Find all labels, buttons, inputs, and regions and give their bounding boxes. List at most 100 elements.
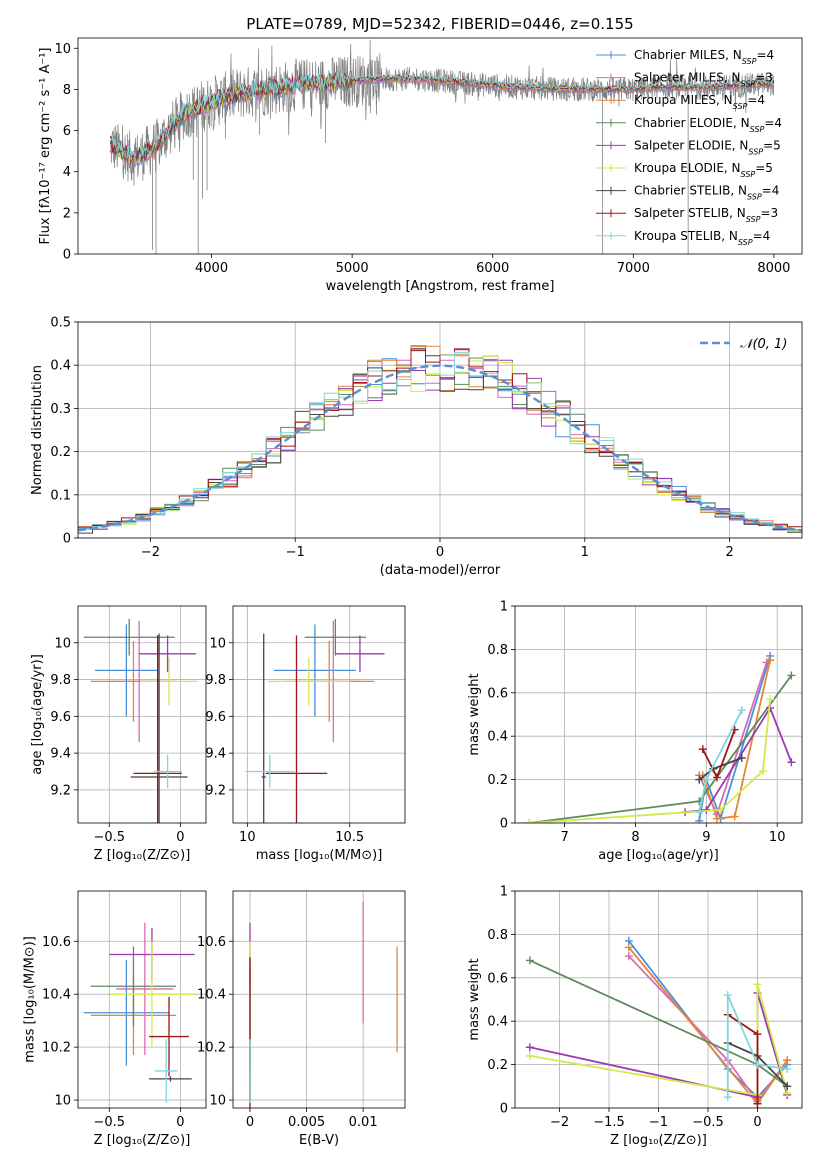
x-tick-label: 9 — [702, 830, 710, 845]
error-bar-salpeter_elodie — [139, 635, 197, 673]
weight-point — [759, 766, 768, 775]
error-bar-chabrier_stelib — [261, 633, 266, 823]
x-tick-label: 7 — [560, 830, 568, 845]
plot-area — [109, 39, 775, 254]
x-tick-label: −2 — [550, 1115, 569, 1130]
y-axis-label: age [log₁₀(age/yr)] — [30, 654, 45, 775]
x-tick-label: 8 — [631, 830, 639, 845]
x-tick-label: 0 — [753, 1115, 761, 1130]
weight-point — [737, 706, 746, 715]
x-tick-label: 10.5 — [335, 830, 364, 845]
weight-point — [723, 1093, 732, 1102]
axes: 4000 5000 6000 7000 8000 0 2 4 6 8 10 wavelength [A… — [38, 42, 791, 294]
y-tick-label: 0.6 — [487, 686, 508, 701]
y-tick-label: 0 — [500, 1102, 508, 1117]
figure-title: PLATE=0789, MJD=52342, FIBERID=0446, z=0… — [246, 15, 633, 33]
x-tick-label: 0.01 — [349, 1115, 378, 1130]
weight-point — [737, 753, 746, 762]
weight-point — [783, 1064, 792, 1073]
model-spectrum-kroupa_stelib — [109, 71, 775, 163]
y-tick-label: 10 — [209, 636, 226, 651]
y-tick-label: 0.5 — [50, 316, 71, 331]
axes-frame — [77, 605, 207, 824]
x-tick-label: 0 — [176, 1115, 184, 1130]
y-tick-label: 9.8 — [50, 673, 71, 688]
error-bar-kroupa_stelib — [154, 1039, 178, 1103]
panel-mass_vs_ebv: 0 0.005 0.01 10 10.2 10.4 10.6 E(B-V) — [197, 890, 406, 1148]
histogram-chabrier_stelib — [78, 348, 802, 538]
legend-entry: Kroupa ELODIE, NSSP=5 — [634, 161, 773, 179]
plot-area — [78, 322, 802, 538]
y-tick-label: 9.4 — [50, 747, 71, 762]
legend: 𝒩(0, 1) — [700, 337, 787, 352]
weight-point — [712, 814, 721, 823]
axes: 7 8 9 10 0 0.2 0.4 0.6 0.8 1 age [log₁₀(age/yr)] ma… — [467, 600, 785, 864]
error-bar-chabrier_stelib — [130, 633, 188, 823]
panel-spectrum: 4000 5000 6000 7000 8000 0 2 4 6 8 10 wavelength [A… — [38, 37, 803, 294]
weight-line-salpeter_miles — [698, 662, 768, 817]
weight-point — [695, 775, 704, 784]
weight-point — [730, 812, 739, 821]
weight-point — [783, 1082, 792, 1091]
y-axis-label: mass weight — [467, 958, 482, 1040]
y-tick-label: 6 — [63, 124, 71, 139]
axes: −2 −1.5 −1 −0.5 0 0 0.2 0.4 0.6 0.8 1 Z [log₁₀(Z/Z⊙… — [467, 885, 761, 1149]
y-axis-label: Normed distribution — [30, 365, 45, 495]
weight-point — [624, 952, 633, 961]
panel-mass_vs_Z: −0.5 0 10 10.2 10.4 10.6 Z [log₁₀(Z/Z⊙)] mass [… — [23, 890, 207, 1148]
error-bar-kroupa_stelib — [245, 754, 295, 789]
x-tick-label: −0.5 — [692, 1115, 724, 1130]
y-tick-label: 9.6 — [50, 710, 71, 725]
axes-frame — [514, 890, 803, 1109]
y-tick-label: 1 — [500, 885, 508, 900]
error-bar-chabrier_miles — [95, 624, 158, 717]
x-axis-label: age [log₁₀(age/yr)] — [598, 848, 719, 863]
panel-weight_vs_Z: −2 −1.5 −1 −0.5 0 0 0.2 0.4 0.6 0.8 1 Z [log₁₀(Z/Z⊙… — [467, 885, 803, 1149]
weight-point — [783, 1056, 792, 1065]
legend-entry: Chabrier MILES, NSSP=4 — [634, 48, 774, 66]
y-tick-label: 10.2 — [42, 1041, 71, 1056]
y-tick-label: 9.4 — [205, 747, 226, 762]
y-tick-label: 10.6 — [42, 935, 71, 950]
x-tick-label: 0 — [436, 545, 444, 560]
x-tick-label: 4000 — [195, 261, 228, 276]
x-tick-label: 1 — [581, 545, 589, 560]
plot-area — [78, 891, 206, 1108]
y-tick-label: 10 — [54, 42, 71, 57]
y-tick-label: 2 — [63, 206, 71, 221]
weight-point — [753, 980, 762, 989]
axes-frame — [77, 37, 803, 255]
y-axis-label: mass weight — [467, 673, 482, 755]
x-tick-label: −1 — [286, 545, 305, 560]
x-axis-label: Z [log₁₀(Z/Z⊙)] — [610, 1133, 707, 1148]
x-tick-label: 0.005 — [288, 1115, 325, 1130]
y-tick-label: 0.1 — [50, 488, 71, 503]
weight-point — [698, 745, 707, 754]
y-tick-label: 0 — [63, 532, 71, 547]
error-bar-salpeter_stelib — [149, 996, 189, 1077]
axes: −0.5 0 9.2 9.4 9.6 9.8 10 Z [log₁₀(Z/Z⊙)] age [l… — [30, 636, 190, 863]
error-bar-chabrier_miles — [273, 624, 356, 717]
weight-point — [787, 758, 796, 767]
x-tick-label: 0 — [176, 830, 184, 845]
y-tick-label: 9.6 — [205, 710, 226, 725]
y-tick-label: 0.4 — [487, 1015, 508, 1030]
panel-weight_vs_age: 7 8 9 10 0 0.2 0.4 0.6 0.8 1 age [log₁₀(age/yr)] ma… — [467, 600, 803, 864]
legend-entry: Salpeter MILES, NSSP=3 — [634, 71, 773, 89]
y-tick-label: 0 — [500, 817, 508, 832]
error-bar-salpeter_elodie — [335, 635, 385, 673]
x-tick-label: 6000 — [476, 261, 509, 276]
y-tick-label: 0.8 — [487, 928, 508, 943]
y-tick-label: 10.4 — [42, 988, 71, 1003]
legend-entry: Salpeter ELODIE, NSSP=5 — [634, 138, 781, 156]
error-bar-chabrier_elodie — [90, 946, 177, 1026]
error-bar-salpeter_stelib — [133, 635, 182, 823]
weight-point — [753, 1060, 762, 1069]
weight-point — [695, 808, 704, 817]
axes: −2 −1 0 1 2 0 0.1 0.2 0.3 0.4 0.5 (data-model)/erro… — [30, 316, 734, 579]
x-tick-label: 10 — [239, 830, 256, 845]
x-tick-label: −1.5 — [593, 1115, 625, 1130]
y-tick-label: 0.2 — [50, 445, 71, 460]
